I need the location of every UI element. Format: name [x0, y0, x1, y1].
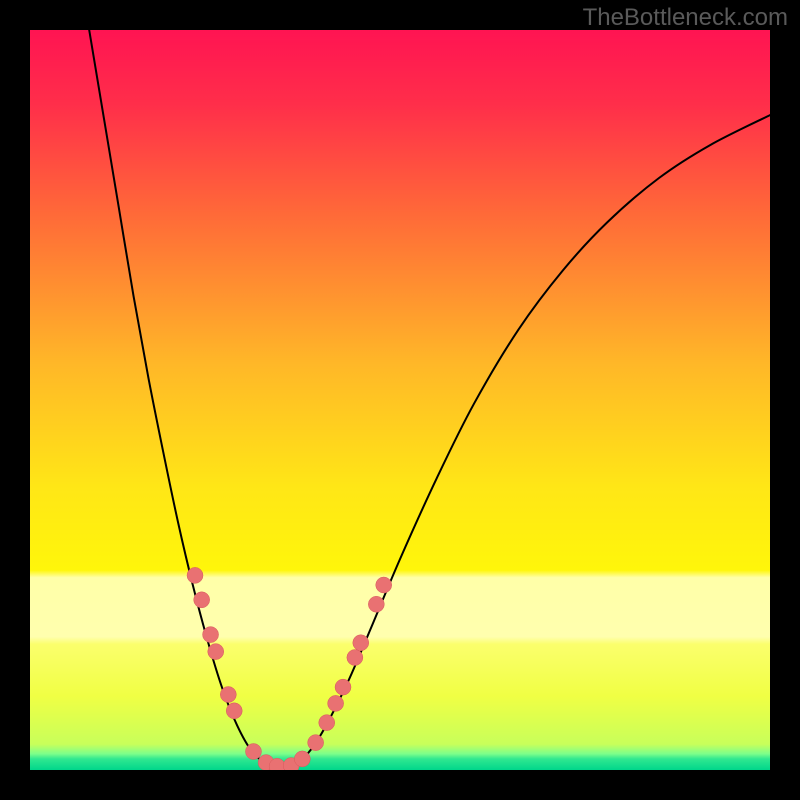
- data-marker: [319, 715, 335, 731]
- data-marker: [208, 644, 224, 660]
- data-marker: [347, 650, 363, 666]
- data-marker: [294, 751, 310, 767]
- bottleneck-chart: [30, 30, 770, 770]
- data-marker: [308, 735, 324, 751]
- data-marker: [194, 592, 210, 608]
- data-marker: [187, 567, 203, 583]
- data-marker: [220, 687, 236, 703]
- data-marker: [245, 744, 261, 760]
- chart-background: [30, 30, 770, 770]
- chart-frame: [0, 0, 800, 800]
- data-marker: [376, 577, 392, 593]
- data-marker: [353, 635, 369, 651]
- watermark-text: TheBottleneck.com: [583, 4, 788, 32]
- data-marker: [368, 596, 384, 612]
- data-marker: [226, 703, 242, 719]
- data-marker: [328, 695, 344, 711]
- data-marker: [203, 627, 219, 643]
- data-marker: [335, 679, 351, 695]
